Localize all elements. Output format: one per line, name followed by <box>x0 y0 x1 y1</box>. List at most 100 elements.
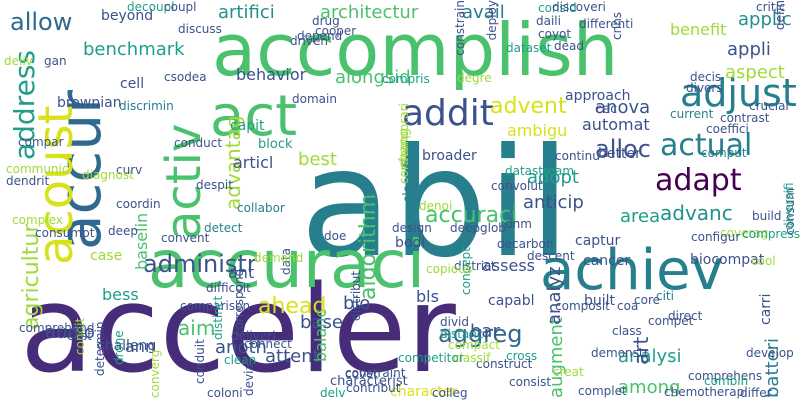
word-accuraci: accuraci <box>148 226 425 303</box>
word-gan: gan <box>44 54 67 68</box>
word-anoth: anoth <box>215 337 267 358</box>
word-degre: degre <box>457 71 492 85</box>
word-coordin: coordin <box>116 197 161 211</box>
word-collabor: collabor <box>237 201 285 215</box>
word-balanc: balanc <box>311 309 330 362</box>
word-aggreg: aggreg <box>438 320 523 348</box>
word-batteri: batteri <box>762 338 783 398</box>
word-drone: drone <box>112 330 126 365</box>
word-cost: cost <box>67 329 92 343</box>
word-baselin: baselin <box>132 213 151 270</box>
word-best: best <box>298 149 337 170</box>
word-continu: continu <box>555 149 600 163</box>
word-differenti: differenti <box>579 17 633 31</box>
word-distribut: distribut <box>349 271 363 321</box>
word-drug: drug <box>312 14 340 28</box>
word-compact: compact <box>448 338 500 352</box>
word-accuraci: accuraci <box>425 203 517 228</box>
word-case: case <box>90 248 122 264</box>
word-comparison: comparison <box>180 299 250 313</box>
word-coyot: coyot <box>538 27 571 41</box>
word-base: base <box>300 312 343 333</box>
word-attent: attent <box>265 346 320 367</box>
word-dataset: dataset <box>506 41 552 55</box>
word-built: built <box>584 293 616 309</box>
word-creat: creat <box>553 365 584 379</box>
word-benefit: benefit <box>670 20 726 39</box>
word-construct: construct <box>476 357 533 371</box>
word-actual: actual <box>660 128 752 163</box>
word-carri: carri <box>758 294 774 325</box>
word-characterist: characterist <box>330 374 408 389</box>
word-delv: delv <box>320 386 345 400</box>
word-develop: develop <box>746 346 794 360</box>
word-divid: divid <box>440 315 469 329</box>
word-communic: communic <box>6 162 68 176</box>
word-consid: consid <box>538 1 577 15</box>
word-adapt: adapt <box>655 163 742 198</box>
word-discuss: discuss <box>178 22 222 36</box>
word-analyz: analyz <box>544 266 565 325</box>
word-bess: bess <box>102 285 139 304</box>
word-adopt: adopt <box>527 167 579 188</box>
word-classifi: classifi <box>401 159 416 203</box>
word-coloni: coloni <box>207 386 243 400</box>
word-deliv: deliv <box>4 54 33 68</box>
word-distinct: distinct <box>211 296 225 340</box>
word-approach: approach <box>565 88 631 104</box>
word-chemotherapi: chemotherapi <box>664 385 748 399</box>
word-cool: cool <box>751 254 776 268</box>
word-curv: curv <box>116 163 142 177</box>
word-descent: descent <box>527 249 575 263</box>
word-configur: configur <box>691 230 740 244</box>
word-alongsid: alongsid <box>335 67 411 88</box>
word-district: district <box>454 259 496 273</box>
word-bodi: bodi <box>395 235 425 251</box>
word-character: character <box>390 384 457 400</box>
word-beyond: beyond <box>101 8 153 24</box>
word-divers: divers <box>686 81 723 95</box>
word-advantag: advantag <box>221 115 245 210</box>
word-constrain: constrain <box>453 0 467 56</box>
word-depend: depend <box>297 29 342 43</box>
word-determin: determin <box>93 322 107 376</box>
word-compar: compar <box>18 135 64 149</box>
word-area: area <box>620 206 660 227</box>
word-ambigu: ambigu <box>507 121 567 140</box>
word-architectur: architectur <box>320 2 419 23</box>
word-acoust: acoust <box>28 106 84 265</box>
word-build: build <box>752 209 782 223</box>
word-consist: consist <box>509 375 551 389</box>
word-avail: avail <box>462 2 505 23</box>
word-activ: activ <box>156 124 212 240</box>
word-deep: deep <box>108 224 138 238</box>
word-cell: cell <box>120 76 144 92</box>
word-clean: clean <box>224 353 256 367</box>
word-condit: condit <box>73 318 87 355</box>
word-csodea: csodea <box>164 70 207 84</box>
word-contribut: contribut <box>346 381 401 395</box>
word-adjust: adjust <box>680 71 797 115</box>
word-comput: comput <box>701 146 747 160</box>
word-capabl: capabl <box>488 293 535 309</box>
word-conduit: conduit <box>193 339 207 384</box>
word-comprehens: comprehens <box>688 369 762 383</box>
word-daili: daili <box>536 14 561 28</box>
word-deploy: deploy <box>485 0 499 40</box>
word-composit: composit <box>555 299 610 313</box>
word-accur: accur <box>46 90 114 250</box>
word-abil: abil <box>300 117 570 291</box>
word-deepglob: deepglob <box>450 221 506 235</box>
word-complet: complet <box>578 384 627 398</box>
word-articl: articl <box>233 153 273 172</box>
word-brownian: brownian <box>57 95 122 111</box>
word-among: among <box>618 377 680 398</box>
word-dendrit: dendrit <box>6 174 49 188</box>
word-doe: doe <box>324 229 346 243</box>
word-cover: cover <box>345 367 378 381</box>
word-discoveri: discoveri <box>552 0 606 14</box>
word-coverag: coverag <box>720 226 768 240</box>
word-dead: dead <box>554 39 584 53</box>
word-converg: converg <box>148 350 162 398</box>
